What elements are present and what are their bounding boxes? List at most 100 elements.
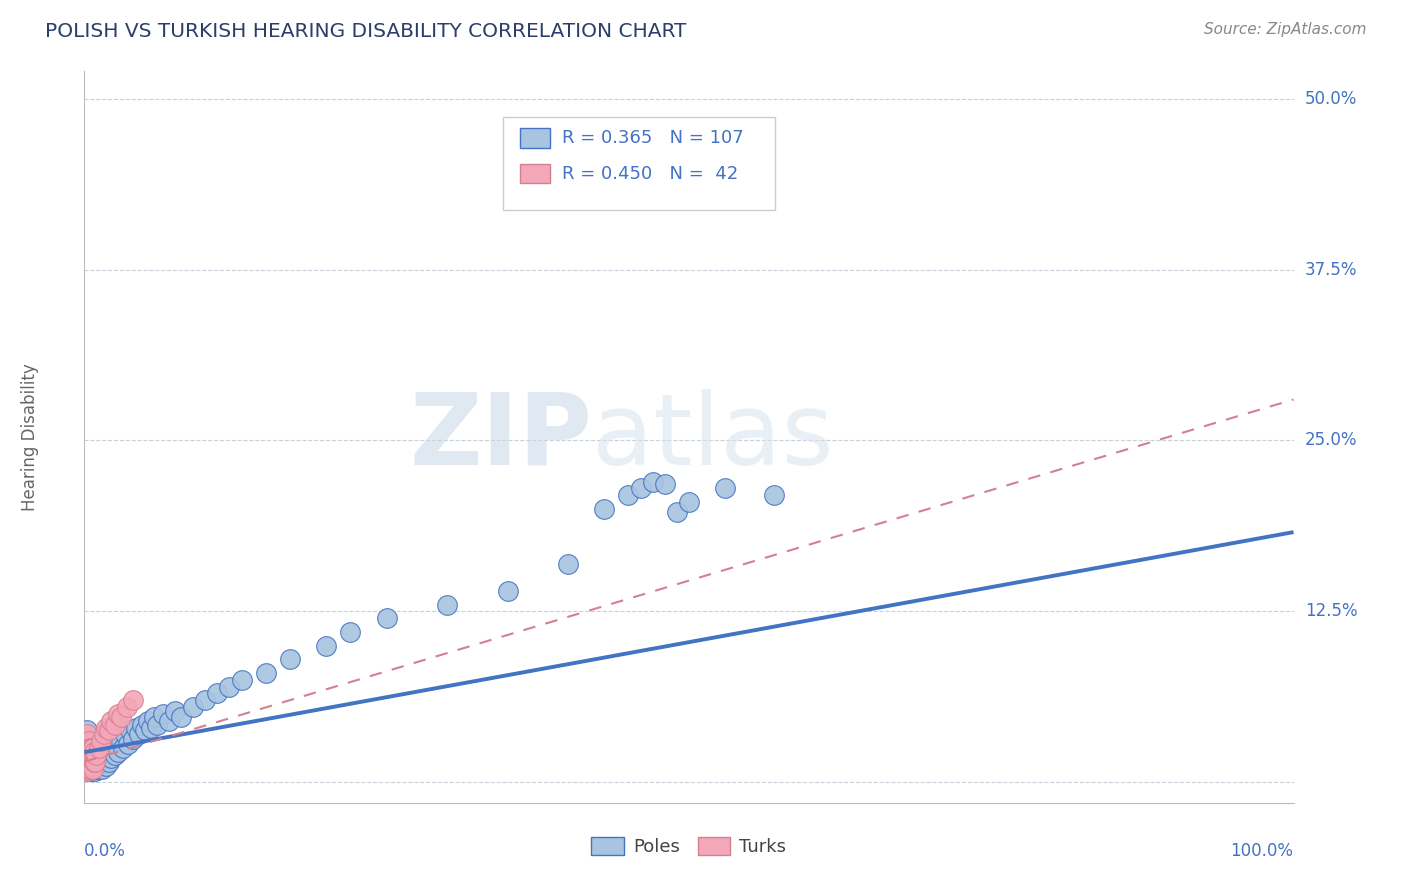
- Point: [94, 721, 117, 735]
- Point: [76, 737, 98, 751]
- Point: [121, 731, 143, 746]
- Point: [104, 718, 127, 732]
- Text: R = 0.450   N =  42: R = 0.450 N = 42: [562, 164, 738, 183]
- Point: [75, 762, 97, 776]
- Point: [86, 750, 108, 764]
- Point: [75, 755, 97, 769]
- Point: [86, 762, 108, 776]
- Point: [134, 723, 156, 738]
- Point: [94, 759, 117, 773]
- Point: [146, 718, 169, 732]
- Point: [77, 755, 100, 769]
- Point: [375, 611, 398, 625]
- Point: [617, 488, 640, 502]
- Point: [254, 665, 277, 680]
- Point: [75, 734, 97, 748]
- Point: [77, 762, 100, 776]
- Text: 25.0%: 25.0%: [1305, 432, 1357, 450]
- Point: [120, 723, 142, 738]
- Point: [101, 741, 124, 756]
- Point: [79, 759, 101, 773]
- Point: [181, 700, 204, 714]
- Point: [84, 764, 107, 779]
- Point: [77, 737, 100, 751]
- Point: [104, 737, 127, 751]
- Point: [207, 686, 229, 700]
- Point: [87, 741, 110, 756]
- Point: [77, 745, 100, 759]
- Point: [157, 714, 180, 728]
- Point: [79, 741, 101, 756]
- Point: [436, 598, 458, 612]
- Text: 50.0%: 50.0%: [1305, 90, 1357, 108]
- Point: [97, 755, 120, 769]
- Point: [82, 759, 104, 773]
- Point: [107, 706, 129, 721]
- Point: [77, 759, 100, 773]
- Point: [91, 762, 114, 776]
- Point: [91, 747, 114, 762]
- Point: [557, 557, 579, 571]
- Text: POLISH VS TURKISH HEARING DISABILITY CORRELATION CHART: POLISH VS TURKISH HEARING DISABILITY COR…: [45, 22, 686, 41]
- Text: 100.0%: 100.0%: [1230, 842, 1294, 860]
- Point: [75, 741, 97, 756]
- Point: [231, 673, 253, 687]
- Point: [97, 723, 120, 738]
- Point: [89, 759, 111, 773]
- Point: [76, 731, 98, 746]
- Point: [77, 741, 100, 756]
- Point: [79, 753, 101, 767]
- Point: [86, 753, 108, 767]
- Point: [93, 755, 115, 769]
- Point: [76, 723, 98, 738]
- Point: [96, 741, 118, 756]
- Point: [107, 745, 129, 759]
- Point: [339, 624, 361, 639]
- Point: [76, 750, 98, 764]
- Point: [89, 745, 111, 759]
- Point: [76, 745, 98, 759]
- Point: [82, 750, 104, 764]
- Point: [654, 477, 676, 491]
- Point: [128, 727, 150, 741]
- Point: [82, 750, 104, 764]
- Point: [117, 737, 139, 751]
- Point: [76, 759, 98, 773]
- Point: [94, 750, 117, 764]
- Point: [77, 734, 100, 748]
- Point: [87, 762, 110, 776]
- Point: [641, 475, 664, 489]
- Point: [77, 750, 100, 764]
- Point: [77, 759, 100, 773]
- Point: [315, 639, 337, 653]
- Point: [76, 741, 98, 756]
- Point: [104, 747, 127, 762]
- Point: [84, 755, 107, 769]
- Point: [83, 745, 105, 759]
- Point: [77, 747, 100, 762]
- Point: [82, 762, 104, 776]
- Point: [87, 747, 110, 762]
- Point: [76, 745, 98, 759]
- Point: [75, 741, 97, 756]
- Point: [77, 762, 100, 776]
- Point: [75, 755, 97, 769]
- Text: Hearing Disability: Hearing Disability: [21, 363, 39, 511]
- Point: [84, 755, 107, 769]
- Point: [82, 741, 104, 756]
- Point: [165, 704, 187, 718]
- Point: [76, 737, 98, 751]
- Point: [170, 709, 193, 723]
- Point: [593, 501, 616, 516]
- Point: [121, 693, 143, 707]
- Point: [82, 745, 104, 759]
- Point: [714, 481, 737, 495]
- Text: 0.0%: 0.0%: [84, 842, 127, 860]
- Point: [77, 755, 100, 769]
- Point: [76, 750, 98, 764]
- Point: [76, 762, 98, 776]
- Point: [76, 755, 98, 769]
- Point: [139, 721, 162, 735]
- Point: [100, 714, 122, 728]
- Legend: Poles, Turks: Poles, Turks: [585, 830, 793, 863]
